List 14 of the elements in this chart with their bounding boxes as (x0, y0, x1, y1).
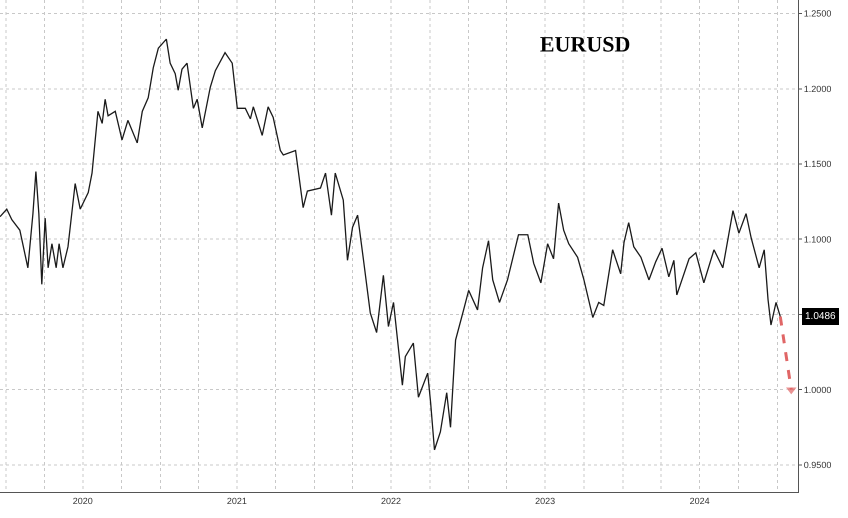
x-tick-label: 2022 (380, 496, 401, 506)
y-tick-label: 1.2500 (804, 8, 832, 19)
x-tick-label: 2024 (690, 496, 710, 506)
y-tick-label: 1.1500 (804, 159, 832, 170)
y-tick-label: 0.9500 (804, 460, 832, 470)
y-tick-label: 1.1000 (804, 234, 832, 244)
y-tick-label: 1.2000 (804, 84, 832, 94)
x-tick-label: 2021 (226, 496, 247, 506)
x-tick-label: 2023 (535, 496, 556, 506)
line-series (0, 38, 781, 451)
x-tick-label: 2020 (72, 496, 93, 506)
y-tick-label: 1.0000 (804, 384, 832, 395)
text: 1.0486 (805, 311, 836, 322)
text: EURUSD (540, 32, 630, 57)
